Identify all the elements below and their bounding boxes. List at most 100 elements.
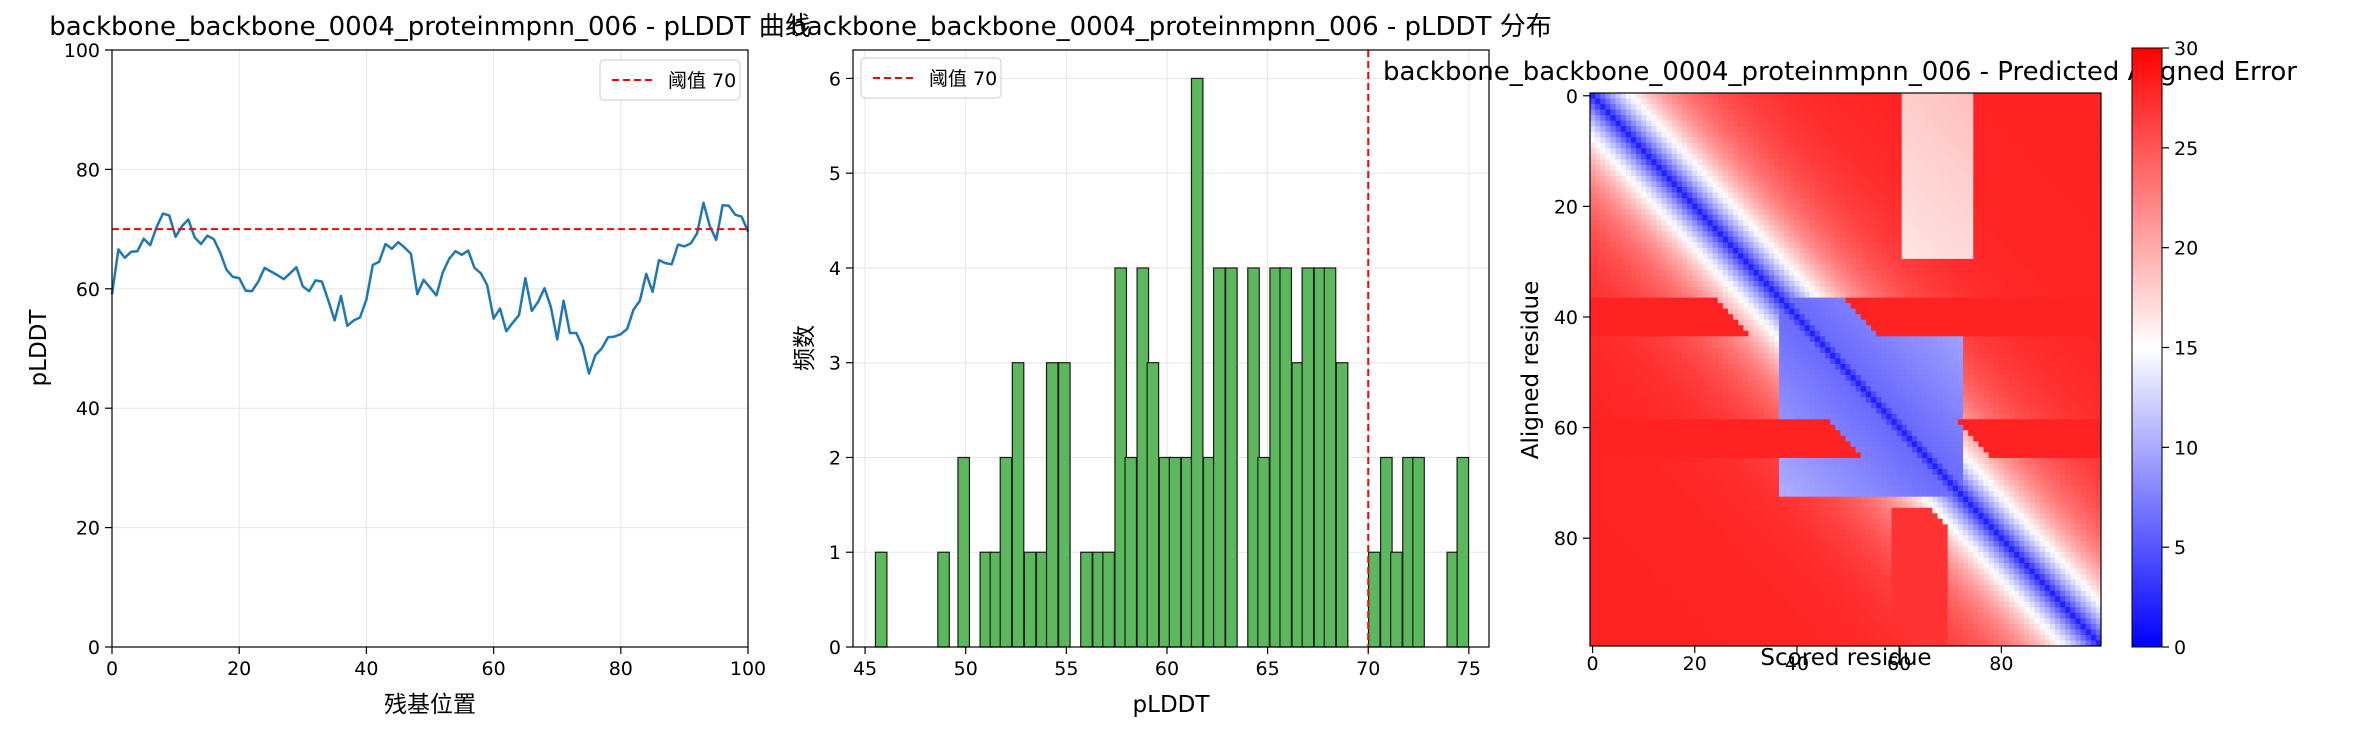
pae-cell: [1615, 225, 1622, 232]
pae-cell: [2055, 153, 2061, 160]
pae-cell: [1712, 308, 1719, 315]
pae-cell: [2029, 253, 2035, 260]
pae-cell: [1753, 281, 1760, 287]
pae-cell: [1906, 347, 1913, 354]
pae-cell: [2049, 347, 2056, 354]
pae-cell: [1635, 120, 1642, 127]
pae-cell: [1957, 209, 1964, 216]
pae-cell: [1681, 292, 1688, 299]
pae-cell: [1641, 175, 1647, 182]
pae-cell: [1983, 159, 1989, 166]
pae-cell: [1717, 170, 1724, 177]
pae-cell: [1850, 126, 1857, 133]
pae-cell: [1666, 214, 1673, 221]
pae-cell: [1917, 225, 1923, 232]
pae-cell: [1968, 120, 1974, 127]
pae-cell: [1661, 98, 1668, 105]
pae-cell: [1865, 341, 1872, 348]
pae-cell: [2065, 115, 2071, 122]
pae-cell: [1819, 203, 1826, 210]
pae-cell: [1692, 269, 1698, 276]
pae-cell: [1651, 164, 1657, 171]
pae-cell: [1671, 137, 1678, 144]
pae-cell: [1804, 148, 1811, 155]
pae-cell: [1712, 137, 1719, 144]
pae-cell: [1630, 236, 1637, 243]
pae-cell: [1850, 231, 1857, 238]
pae-cell: [1988, 164, 1995, 171]
pae-cell: [1676, 148, 1683, 155]
pae-cell: [1717, 142, 1724, 149]
pae-cell: [1743, 115, 1749, 122]
pae-cell: [1891, 336, 1897, 343]
pae-cell: [1656, 314, 1662, 321]
pae-cell: [1896, 126, 1903, 133]
pae-cell: [1733, 242, 1739, 249]
pae-cell: [2003, 104, 2010, 110]
pae-cell: [1692, 292, 1698, 299]
pae-cell: [2003, 247, 2010, 254]
pae-cell: [1947, 203, 1954, 210]
pae-cell: [1630, 330, 1637, 337]
pae-cell: [1630, 308, 1637, 315]
pae-cell: [1957, 170, 1964, 177]
pae-cell: [1845, 258, 1852, 265]
pae-cell: [2039, 319, 2046, 326]
pae-cell: [1937, 319, 1943, 326]
pae-cell: [1789, 231, 1795, 238]
pae-cell: [1620, 209, 1627, 216]
pae-cell: [1722, 231, 1729, 238]
p2-y-tick-label: 0: [829, 637, 841, 659]
pae-cell: [1896, 214, 1903, 221]
pae-cell: [1666, 153, 1673, 160]
pae-cell: [1906, 175, 1913, 182]
pae-cell: [2080, 175, 2087, 182]
pae-cell: [1794, 131, 1800, 138]
pae-cell: [1978, 220, 1984, 227]
pae-cell: [2024, 175, 2030, 182]
pae-cell: [1937, 120, 1943, 127]
pae-cell: [2090, 297, 2097, 304]
pae-cell: [2085, 148, 2092, 155]
pae-cell: [1855, 225, 1862, 232]
pae-cell: [1809, 275, 1816, 282]
pae-cell: [2003, 131, 2010, 138]
pae-cell: [1681, 198, 1688, 204]
pae-cell: [1773, 308, 1780, 315]
pae-cell: [1748, 137, 1754, 144]
pae-cell: [1957, 126, 1964, 133]
pae-cell: [2095, 137, 2102, 144]
pae-cell: [1814, 242, 1821, 249]
pae-cell: [1947, 231, 1954, 238]
pae-cell: [1865, 352, 1872, 359]
pae-cell: [1896, 137, 1903, 144]
pae-cell: [1988, 242, 1995, 249]
pae-cell: [2044, 126, 2051, 133]
pae-cell: [2019, 264, 2025, 271]
pae-cell: [1917, 286, 1923, 293]
pae-cell: [1922, 192, 1928, 199]
pae-cell: [1860, 115, 1867, 122]
pae-cell: [1595, 275, 1601, 282]
pae-cell: [1615, 358, 1622, 365]
pae-cell: [1615, 198, 1622, 204]
pae-cell: [1881, 258, 1887, 265]
pae-cell: [1825, 203, 1831, 210]
pae-cell: [1590, 109, 1596, 116]
pae-cell: [1942, 258, 1949, 265]
pae-cell: [1733, 203, 1739, 210]
pae-cell: [1978, 192, 1984, 199]
pae-cell: [2055, 148, 2061, 155]
pae-cell: [1600, 325, 1606, 332]
pae-cell: [2090, 341, 2097, 348]
pae-cell: [1932, 115, 1938, 122]
pae-cell: [2080, 231, 2087, 238]
pae-cell: [2080, 341, 2087, 348]
pae-cell: [1753, 242, 1760, 249]
pae-cell: [1671, 253, 1678, 260]
pae-cell: [1804, 330, 1811, 337]
pae-cell: [1998, 137, 2005, 144]
pae-cell: [1947, 352, 1954, 359]
pae-cell: [1748, 330, 1754, 337]
pae-cell: [1845, 231, 1852, 238]
